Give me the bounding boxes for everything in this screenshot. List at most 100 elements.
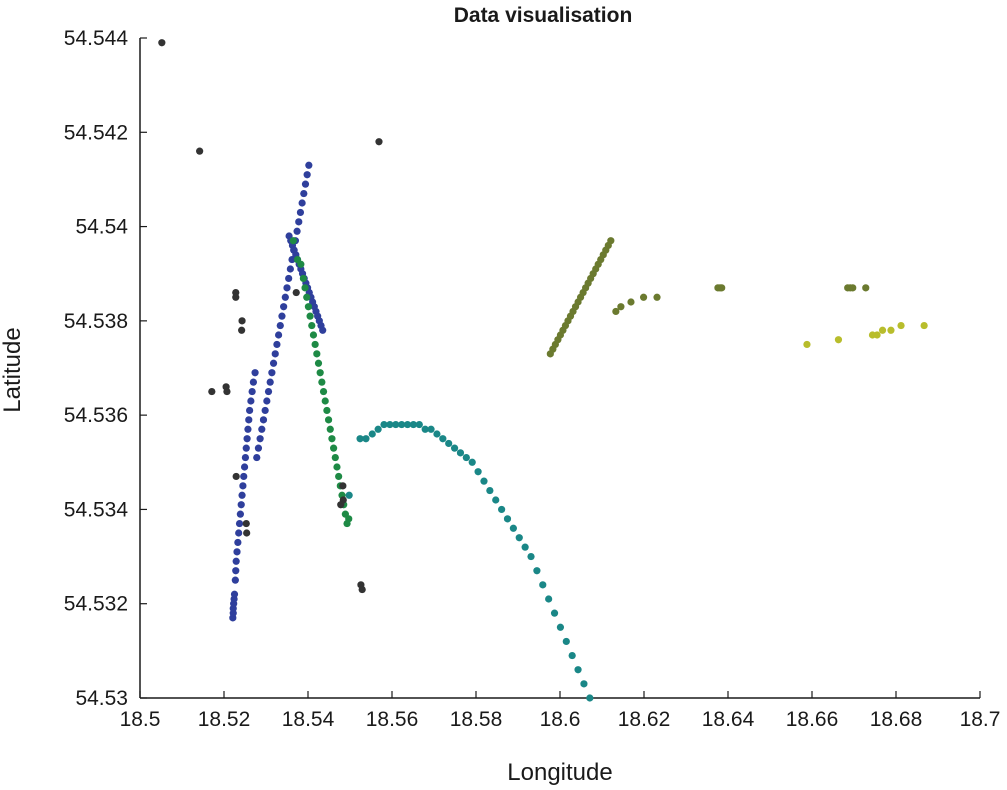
data-point [251,369,259,377]
data-point [248,387,256,396]
data-point [527,552,535,561]
data-point [303,171,311,179]
data-point [468,458,476,466]
data-point [718,284,726,292]
data-point [345,491,353,499]
data-point [324,416,333,424]
data-point [612,307,620,316]
data-point [318,378,326,386]
data-point [356,435,364,443]
data-point [245,416,253,424]
data-point [293,227,301,235]
data-point [303,293,311,301]
data-point [374,425,382,433]
data-point [427,425,435,433]
data-point [308,321,316,330]
data-point [235,529,243,537]
x-tick-label: 18.6 [540,708,581,731]
data-point [243,529,251,537]
data-point [295,218,303,226]
data-point [358,585,366,594]
y-tick-label: 54.54 [75,216,128,239]
data-point [299,274,307,283]
data-point [849,284,857,292]
data-point [300,189,308,198]
data-point [231,576,239,584]
y-tick-label: 54.536 [64,404,128,427]
x-tick-label: 18.52 [198,708,251,731]
data-point [409,420,418,429]
data-point [545,595,553,603]
data-point [285,274,293,283]
data-point [326,425,334,433]
data-point [887,326,895,334]
data-point [237,501,245,509]
series-yellow-green-line [803,321,928,349]
data-point [580,680,588,688]
data-point [321,397,329,405]
x-tick-label: 18.66 [786,708,839,731]
x-tick-label: 18.64 [702,708,755,731]
data-points [158,39,928,702]
data-point [278,312,286,320]
data-point [289,237,297,245]
data-point [242,444,250,452]
data-point [330,444,338,452]
data-point [196,147,204,155]
data-point [249,378,257,386]
data-point [241,453,250,462]
data-point [803,340,811,349]
y-tick-label: 54.544 [64,27,129,50]
data-point [439,435,447,443]
data-point [240,472,248,481]
data-point [232,567,240,575]
data-point [862,284,870,292]
chart-title: Data visualisation [454,4,633,27]
x-tick-label: 18.54 [282,708,335,731]
y-tick-label: 54.534 [64,498,129,521]
data-point [235,519,244,528]
data-point [280,303,288,311]
data-point [232,472,240,481]
data-point [296,208,305,217]
data-point [873,331,881,339]
data-point [246,406,254,415]
data-point [283,284,291,292]
data-point [239,482,247,490]
data-point [556,623,565,631]
data-point [309,331,318,339]
axes: 18.5 18.52 18.54 18.56 18.58 18.6 18.62 18.64 18… [64,27,1001,731]
data-point [498,505,506,514]
data-point [316,369,324,377]
data-point [398,420,406,429]
data-point [392,420,400,429]
x-tick-label: 18.7 [960,708,1001,731]
data-point [238,317,246,325]
data-point [639,293,648,301]
data-point [562,637,570,646]
data-point [539,581,547,589]
data-point [386,420,394,429]
data-point [550,609,559,617]
data-point [586,694,594,702]
data-point [897,321,905,330]
x-tick-label: 18.56 [366,708,419,731]
data-point [403,420,412,429]
data-point [521,543,529,551]
data-point [456,449,465,457]
data-point [275,331,283,339]
data-point [362,435,370,443]
data-point [242,519,250,528]
data-point [254,444,263,452]
series-green-track [289,237,353,528]
data-point [268,369,276,377]
data-point [301,180,310,188]
data-point [834,336,843,344]
data-point [627,298,635,306]
data-point [238,326,246,334]
data-point [259,416,268,424]
data-point [486,486,494,495]
data-point [305,161,313,169]
data-point [375,138,383,146]
data-point [345,515,353,523]
